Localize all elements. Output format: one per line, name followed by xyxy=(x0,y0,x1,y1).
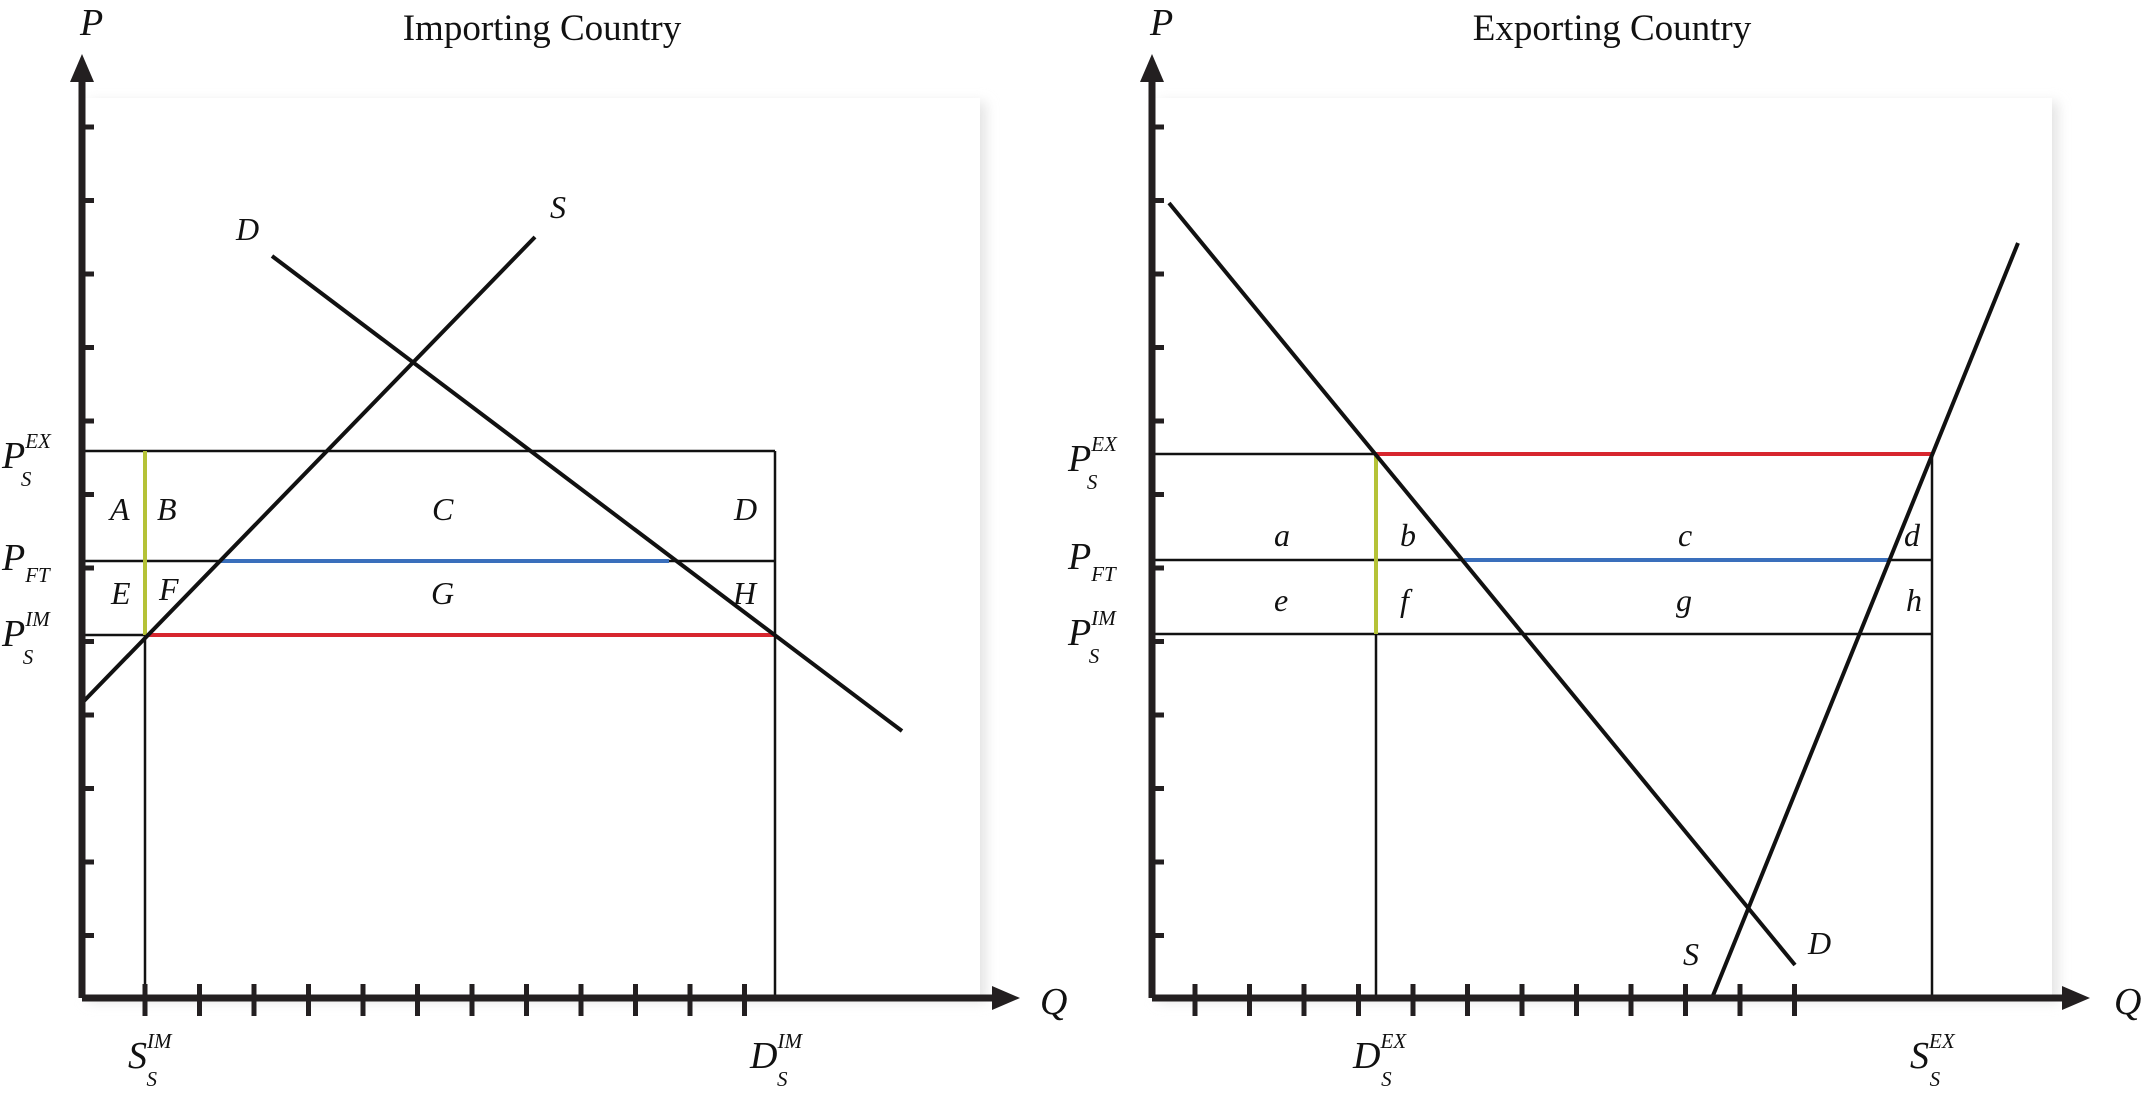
region-label-c: c xyxy=(1678,517,1692,553)
region-label-h: H xyxy=(732,575,758,611)
supply-curve xyxy=(80,235,537,705)
region-label-h: h xyxy=(1906,582,1922,618)
region-label-c: C xyxy=(432,491,454,527)
region-label-b: b xyxy=(1400,517,1416,553)
axis-ticks xyxy=(1152,124,1797,1016)
region-label-b: B xyxy=(157,491,177,527)
importing-country-panel: D S P Q Importing Country PEX S PFT PIM S … xyxy=(1,2,1067,1091)
region-label-e: E xyxy=(110,575,131,611)
x-axis-label: Q xyxy=(1040,981,1067,1023)
x-axis-arrow xyxy=(2062,986,2090,1010)
y-axis-arrow xyxy=(1140,54,1164,82)
supply-curve-label: S xyxy=(550,189,566,225)
demand-curve-label: D xyxy=(235,211,259,247)
region-label-d: d xyxy=(1904,517,1921,553)
plot-area xyxy=(82,98,980,998)
quantity-label-d-ex: DEX S xyxy=(1352,1029,1407,1091)
y-axis-label: P xyxy=(1149,2,1173,44)
panel-title: Importing Country xyxy=(403,8,682,49)
quantity-label-s-im: SIM S xyxy=(128,1029,173,1091)
price-label-ps-im: PIM S xyxy=(1067,606,1117,668)
x-axis-label: Q xyxy=(2114,981,2141,1023)
region-label-d: D xyxy=(733,491,757,527)
price-label-pft: PFT xyxy=(1067,536,1117,586)
supply-curve xyxy=(1710,242,2020,999)
price-label-ps-im: PIM S xyxy=(1,607,51,669)
region-label-a: A xyxy=(108,491,130,527)
plot-area xyxy=(1152,98,2052,998)
y-axis-label: P xyxy=(79,2,103,44)
panel-title: Exporting Country xyxy=(1473,8,1752,49)
region-label-f: F xyxy=(158,571,179,607)
y-axis-arrow xyxy=(70,54,94,82)
region-label-g: G xyxy=(431,575,454,611)
price-label-ps-ex: PEX S xyxy=(1,429,52,491)
demand-curve xyxy=(270,254,904,733)
price-label-ps-ex: PEX S xyxy=(1067,432,1118,494)
x-axis-arrow xyxy=(992,986,1020,1010)
region-label-e: e xyxy=(1274,582,1288,618)
supply-curve-label: S xyxy=(1683,936,1699,972)
price-label-pft: PFT xyxy=(1,537,51,587)
demand-curve xyxy=(1167,201,1797,967)
region-label-g: g xyxy=(1676,582,1692,618)
quantity-label-s-ex: SEX S xyxy=(1910,1029,1956,1091)
quantity-label-d-im: DIM S xyxy=(749,1029,803,1091)
exporting-country-panel: S D P Q Exporting Country PEX S PFT PIM S … xyxy=(1067,2,2141,1091)
axis-ticks xyxy=(82,124,747,1016)
region-label-a: a xyxy=(1274,517,1290,553)
demand-curve-label: D xyxy=(1807,925,1831,961)
